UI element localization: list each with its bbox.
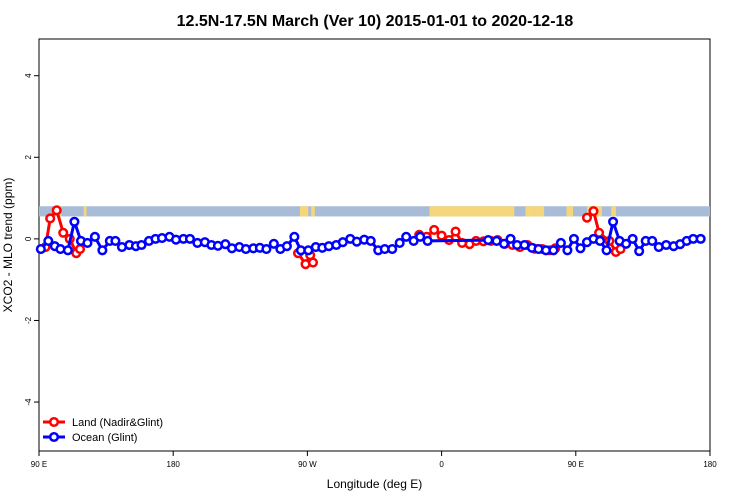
x-axis: 90 E 180 90 W 0 90 E 180 (31, 451, 717, 469)
legend: Land (Nadir&Glint) Ocean (Glint) (43, 416, 163, 444)
land-ocean-band (39, 206, 710, 217)
ocean-series-point (415, 231, 426, 242)
ocean-series-point (422, 235, 433, 246)
ocean-series-point (289, 231, 300, 242)
land-series-point (51, 205, 62, 216)
series-layer (35, 205, 706, 270)
y-tick-label: -2 (24, 316, 33, 324)
ocean-series-point (62, 245, 73, 256)
ocean-series-point (184, 233, 196, 244)
ocean-band (39, 206, 710, 217)
ocean-series-point (608, 216, 619, 227)
land-patch (429, 206, 515, 217)
land-patch (311, 206, 315, 217)
land-patch (83, 206, 87, 217)
legend-label-land: Land (Nadir&Glint) (72, 417, 163, 429)
x-axis-label: Longitude (deg E) (327, 477, 422, 491)
ocean-series-point (555, 237, 566, 249)
chart-title: 12.5N-17.5N March (Ver 10) 2015-01-01 to… (177, 13, 574, 30)
ocean-series-point (82, 237, 93, 249)
ocean-series-point (627, 233, 638, 244)
y-axis: -4 -2 0 2 4 (24, 73, 39, 406)
land-series-point (58, 227, 69, 238)
legend-marker-ocean (48, 431, 60, 443)
ocean-series-point (621, 238, 632, 249)
land-patch (299, 206, 309, 217)
ocean-series-point (601, 245, 612, 256)
ocean-series-point (69, 216, 80, 227)
land-series-point (429, 224, 440, 235)
ocean-series-point (594, 235, 606, 246)
ocean-series-point (548, 245, 559, 256)
y-tick-label: 4 (24, 73, 33, 78)
ocean-series-point (261, 244, 272, 255)
ocean-series-point (401, 231, 412, 242)
land-series-point (588, 206, 599, 217)
y-axis-label: XCO2 - MLO trend (ppm) (1, 178, 15, 313)
ocean-series-point (647, 235, 658, 246)
ocean-series-point (387, 244, 398, 255)
x-tick-label: 90 W (298, 460, 317, 469)
ocean-series-point (505, 233, 516, 244)
y-tick-label: 0 (24, 236, 33, 241)
ocean-series-point (281, 241, 292, 252)
land-series-point (74, 244, 86, 255)
ocean-series-point (89, 231, 100, 242)
x-tick-label: 90 E (31, 460, 47, 469)
land-series-point (307, 257, 319, 268)
land-series-point (581, 212, 593, 223)
land-series-point (436, 230, 447, 241)
x-tick-label: 180 (703, 460, 717, 469)
y-tick-label: 2 (24, 155, 33, 160)
ocean-series-point (568, 233, 579, 244)
ocean-series-point (394, 237, 405, 249)
land-patch (566, 206, 574, 217)
ocean-series-point (483, 235, 494, 246)
ocean-series-point (695, 233, 706, 244)
ocean-series-point (97, 245, 108, 256)
legend-label-ocean: Ocean (Glint) (72, 432, 137, 444)
land-series-point (450, 226, 461, 237)
legend-marker-land (48, 416, 60, 428)
land-patch (525, 206, 535, 217)
ocean-series-point (498, 238, 510, 249)
ocean-series-point (43, 235, 54, 246)
ocean-series-point (634, 246, 645, 257)
y-tick-label: -4 (24, 398, 33, 406)
ocean-series-point (562, 245, 573, 256)
ocean-series-point (268, 238, 279, 249)
land-patch (611, 206, 616, 217)
land-patch (534, 206, 545, 217)
ocean-series-point (110, 235, 121, 246)
x-tick-label: 90 E (568, 460, 584, 469)
x-tick-label: 0 (439, 460, 444, 469)
ocean-series-point (35, 244, 46, 255)
ocean-series-point (365, 235, 376, 246)
ocean-series-point (575, 243, 586, 254)
land-series-point (45, 213, 56, 224)
ocean-series-point (136, 239, 147, 251)
x-tick-label: 180 (167, 460, 181, 469)
